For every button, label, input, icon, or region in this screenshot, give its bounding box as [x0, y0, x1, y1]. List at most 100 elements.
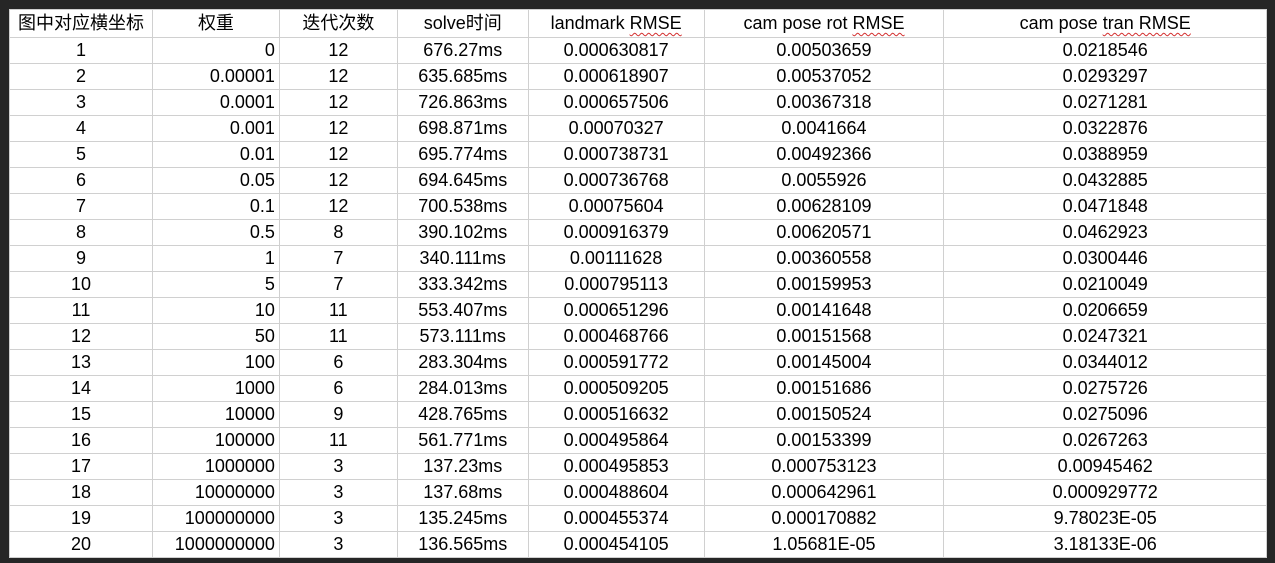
- cell-landmark-rmse[interactable]: 0.000488604: [527, 479, 705, 506]
- cell-x-index[interactable]: 19: [9, 505, 153, 532]
- cell-landmark-rmse[interactable]: 0.000509205: [527, 375, 705, 402]
- cell-weight[interactable]: 100000000: [151, 505, 280, 532]
- cell-solve-time[interactable]: 695.774ms: [396, 141, 529, 168]
- cell-cam-tran-rmse[interactable]: 0.0218546: [943, 37, 1267, 64]
- cell-cam-tran-rmse[interactable]: 3.18133E-06: [943, 531, 1267, 558]
- cell-cam-tran-rmse[interactable]: 0.0275096: [943, 401, 1267, 428]
- cell-cam-rot-rmse[interactable]: 0.00537052: [703, 63, 945, 90]
- cell-solve-time[interactable]: 428.765ms: [396, 401, 529, 428]
- cell-solve-time[interactable]: 333.342ms: [396, 271, 529, 298]
- cell-weight[interactable]: 1: [151, 245, 280, 272]
- cell-cam-rot-rmse[interactable]: 0.00151686: [703, 375, 945, 402]
- cell-cam-tran-rmse[interactable]: 0.0271281: [943, 89, 1267, 116]
- cell-cam-rot-rmse[interactable]: 0.0055926: [703, 167, 945, 194]
- cell-x-index[interactable]: 10: [9, 271, 153, 298]
- cell-x-index[interactable]: 9: [9, 245, 153, 272]
- cell-weight[interactable]: 0.1: [151, 193, 280, 220]
- cell-solve-time[interactable]: 283.304ms: [396, 349, 529, 376]
- cell-landmark-rmse[interactable]: 0.000795113: [527, 271, 705, 298]
- cell-cam-tran-rmse[interactable]: 0.0275726: [943, 375, 1267, 402]
- cell-landmark-rmse[interactable]: 0.000455374: [527, 505, 705, 532]
- cell-x-index[interactable]: 6: [9, 167, 153, 194]
- cell-landmark-rmse[interactable]: 0.000738731: [527, 141, 705, 168]
- cell-solve-time[interactable]: 694.645ms: [396, 167, 529, 194]
- header-x-index[interactable]: 图中对应横坐标: [9, 9, 153, 38]
- header-cam-rot-rmse[interactable]: cam pose rot RMSE: [703, 9, 945, 38]
- cell-x-index[interactable]: 4: [9, 115, 153, 142]
- cell-solve-time[interactable]: 137.68ms: [396, 479, 529, 506]
- cell-x-index[interactable]: 2: [9, 63, 153, 90]
- cell-x-index[interactable]: 13: [9, 349, 153, 376]
- cell-weight[interactable]: 5: [151, 271, 280, 298]
- cell-iterations[interactable]: 12: [278, 115, 398, 142]
- cell-cam-rot-rmse[interactable]: 0.000753123: [703, 453, 945, 480]
- cell-solve-time[interactable]: 676.27ms: [396, 37, 529, 64]
- cell-cam-rot-rmse[interactable]: 1.05681E-05: [703, 531, 945, 558]
- cell-weight[interactable]: 1000000: [151, 453, 280, 480]
- cell-solve-time[interactable]: 635.685ms: [396, 63, 529, 90]
- cell-x-index[interactable]: 3: [9, 89, 153, 116]
- cell-iterations[interactable]: 12: [278, 167, 398, 194]
- cell-iterations[interactable]: 6: [278, 349, 398, 376]
- cell-x-index[interactable]: 14: [9, 375, 153, 402]
- cell-landmark-rmse[interactable]: 0.000651296: [527, 297, 705, 324]
- cell-cam-rot-rmse[interactable]: 0.00141648: [703, 297, 945, 324]
- cell-cam-rot-rmse[interactable]: 0.00628109: [703, 193, 945, 220]
- cell-weight[interactable]: 0.0001: [151, 89, 280, 116]
- cell-landmark-rmse[interactable]: 0.000618907: [527, 63, 705, 90]
- cell-iterations[interactable]: 3: [278, 531, 398, 558]
- cell-iterations[interactable]: 11: [278, 427, 398, 454]
- cell-cam-tran-rmse[interactable]: 0.0432885: [943, 167, 1267, 194]
- cell-solve-time[interactable]: 698.871ms: [396, 115, 529, 142]
- cell-cam-tran-rmse[interactable]: 0.000929772: [943, 479, 1267, 506]
- cell-cam-tran-rmse[interactable]: 0.0388959: [943, 141, 1267, 168]
- cell-landmark-rmse[interactable]: 0.000454105: [527, 531, 705, 558]
- cell-x-index[interactable]: 1: [9, 37, 153, 64]
- cell-weight[interactable]: 0.05: [151, 167, 280, 194]
- header-iterations[interactable]: 迭代次数: [278, 9, 398, 38]
- cell-landmark-rmse[interactable]: 0.000736768: [527, 167, 705, 194]
- cell-x-index[interactable]: 18: [9, 479, 153, 506]
- cell-weight[interactable]: 1000: [151, 375, 280, 402]
- cell-cam-rot-rmse[interactable]: 0.00492366: [703, 141, 945, 168]
- cell-cam-rot-rmse[interactable]: 0.00150524: [703, 401, 945, 428]
- cell-landmark-rmse[interactable]: 0.00070327: [527, 115, 705, 142]
- cell-iterations[interactable]: 3: [278, 479, 398, 506]
- cell-weight[interactable]: 0.01: [151, 141, 280, 168]
- cell-weight[interactable]: 50: [151, 323, 280, 350]
- cell-cam-rot-rmse[interactable]: 0.00145004: [703, 349, 945, 376]
- cell-cam-tran-rmse[interactable]: 0.0210049: [943, 271, 1267, 298]
- cell-cam-tran-rmse[interactable]: 0.0293297: [943, 63, 1267, 90]
- cell-landmark-rmse[interactable]: 0.000630817: [527, 37, 705, 64]
- cell-solve-time[interactable]: 136.565ms: [396, 531, 529, 558]
- cell-iterations[interactable]: 9: [278, 401, 398, 428]
- cell-solve-time[interactable]: 137.23ms: [396, 453, 529, 480]
- cell-x-index[interactable]: 16: [9, 427, 153, 454]
- cell-iterations[interactable]: 6: [278, 375, 398, 402]
- header-solve-time[interactable]: solve时间: [396, 9, 529, 38]
- cell-landmark-rmse[interactable]: 0.000495864: [527, 427, 705, 454]
- cell-x-index[interactable]: 5: [9, 141, 153, 168]
- cell-cam-rot-rmse[interactable]: 0.00503659: [703, 37, 945, 64]
- cell-solve-time[interactable]: 135.245ms: [396, 505, 529, 532]
- cell-iterations[interactable]: 11: [278, 297, 398, 324]
- cell-cam-rot-rmse[interactable]: 0.0041664: [703, 115, 945, 142]
- cell-x-index[interactable]: 15: [9, 401, 153, 428]
- cell-weight[interactable]: 0: [151, 37, 280, 64]
- cell-cam-rot-rmse[interactable]: 0.00620571: [703, 219, 945, 246]
- cell-solve-time[interactable]: 284.013ms: [396, 375, 529, 402]
- cell-landmark-rmse[interactable]: 0.000495853: [527, 453, 705, 480]
- cell-x-index[interactable]: 7: [9, 193, 153, 220]
- spreadsheet-area[interactable]: 图中对应横坐标 权重 迭代次数 solve时间 landmark RMSE cam pos…: [9, 9, 1267, 558]
- cell-landmark-rmse[interactable]: 0.000591772: [527, 349, 705, 376]
- cell-weight[interactable]: 10000000: [151, 479, 280, 506]
- cell-weight[interactable]: 10: [151, 297, 280, 324]
- cell-cam-tran-rmse[interactable]: 0.0247321: [943, 323, 1267, 350]
- cell-solve-time[interactable]: 553.407ms: [396, 297, 529, 324]
- cell-cam-rot-rmse[interactable]: 0.00151568: [703, 323, 945, 350]
- cell-cam-rot-rmse[interactable]: 0.00159953: [703, 271, 945, 298]
- cell-iterations[interactable]: 12: [278, 141, 398, 168]
- cell-cam-rot-rmse[interactable]: 0.00360558: [703, 245, 945, 272]
- cell-x-index[interactable]: 17: [9, 453, 153, 480]
- header-weight[interactable]: 权重: [151, 9, 280, 38]
